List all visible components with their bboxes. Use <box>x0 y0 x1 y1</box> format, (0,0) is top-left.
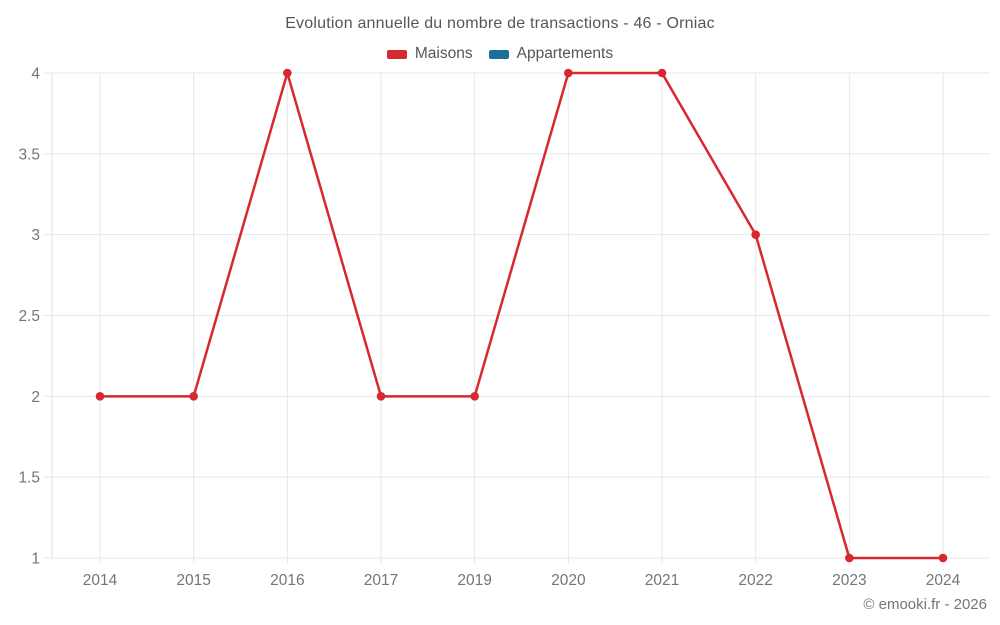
data-point[interactable] <box>470 392 479 401</box>
data-point[interactable] <box>938 553 948 563</box>
y-tick-label: 3 <box>31 227 40 244</box>
x-tick-label: 2022 <box>738 572 772 589</box>
data-point[interactable] <box>564 68 573 78</box>
x-tick-label: 2019 <box>457 572 491 589</box>
series-line <box>98 71 945 560</box>
data-point[interactable] <box>283 68 292 78</box>
copyright-text: © emooki.fr - 2026 <box>863 596 987 613</box>
legend-item-appartements[interactable]: Appartements <box>488 45 614 63</box>
legend-item-maisons[interactable]: Maisons <box>386 45 473 63</box>
y-tick-label: 2 <box>31 389 40 406</box>
legend-label-maisons: Maisons <box>414 45 473 62</box>
data-point[interactable] <box>657 68 667 78</box>
legend-swatch-appartements <box>488 49 509 59</box>
x-tick-label: 2016 <box>270 572 304 589</box>
y-tick-label: 1.5 <box>18 470 40 487</box>
x-tick-label: 2017 <box>364 572 398 589</box>
gridlines <box>44 72 990 564</box>
y-tick-label: 4 <box>31 66 40 83</box>
y-axis-labels: 1 1.5 2 2.5 3 3.5 4 <box>18 66 40 568</box>
y-tick-label: 1 <box>31 551 40 568</box>
x-tick-label: 2021 <box>645 572 679 589</box>
data-point[interactable] <box>751 230 760 239</box>
y-tick-label: 2.5 <box>18 308 40 325</box>
x-tick-label: 2024 <box>926 572 961 589</box>
x-tick-label: 2023 <box>832 572 866 589</box>
legend-swatch-maisons <box>386 49 407 59</box>
chart-title: Evolution annuelle du nombre de transact… <box>285 15 715 32</box>
data-point[interactable] <box>845 553 854 563</box>
legend-label-appartements: Appartements <box>516 45 614 62</box>
data-point[interactable] <box>95 392 105 401</box>
x-tick-label: 2020 <box>551 572 586 589</box>
y-tick-label: 3.5 <box>18 146 40 163</box>
data-point[interactable] <box>376 392 386 401</box>
data-point[interactable] <box>189 392 198 401</box>
chart-legend: Maisons Appartements <box>0 45 1000 63</box>
x-tick-label: 2015 <box>176 572 210 589</box>
x-axis-labels: 2014 2015 2016 2017 2019 2020 2021 2022 2023 2024 <box>83 572 961 589</box>
series-maisons <box>95 68 948 563</box>
x-tick-label: 2014 <box>83 572 118 589</box>
